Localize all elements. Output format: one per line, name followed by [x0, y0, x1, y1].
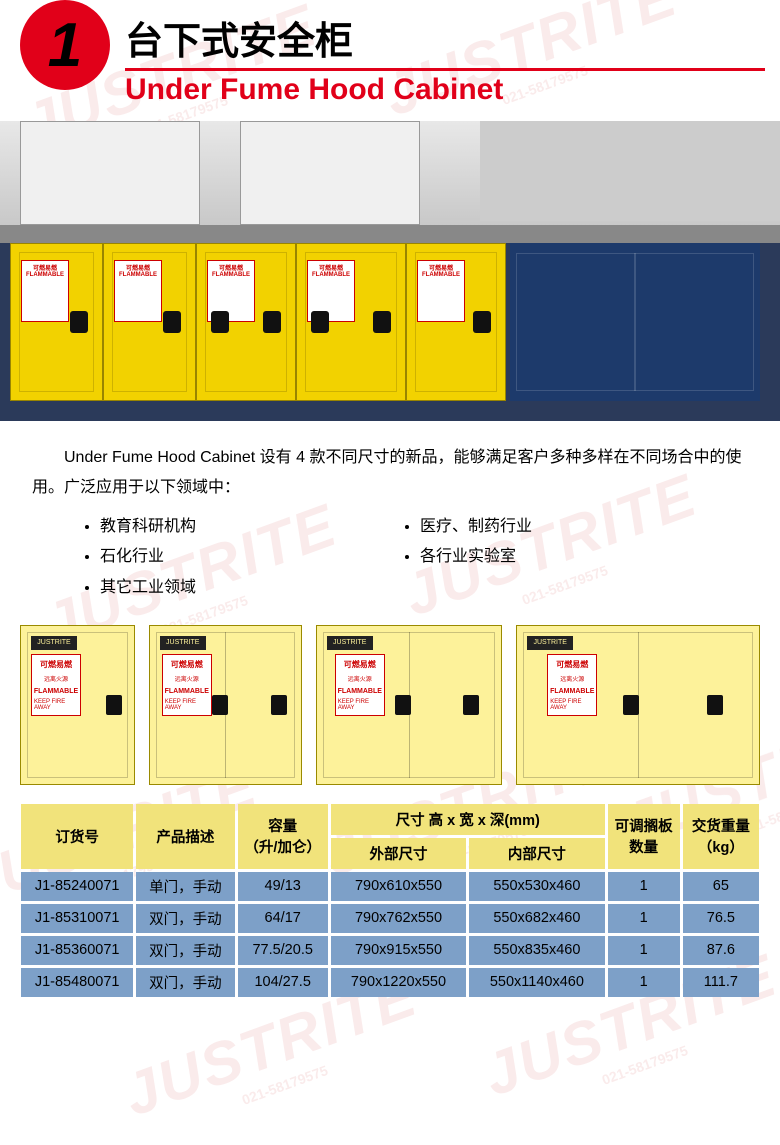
description-paragraph: Under Fume Hood Cabinet 设有 4 款不同尺寸的新品，能够…	[32, 443, 748, 504]
cabinet-drawing-3: JUSTRITE 可燃易燃 远离火源 FLAMMABLE KEEP FIRE A…	[316, 625, 502, 785]
cabinet-drawing-4: JUSTRITE 可燃易燃 远离火源 FLAMMABLE KEEP FIRE A…	[516, 625, 760, 785]
cell-shelf: 1	[608, 968, 680, 997]
th-dim-int: 内部尺寸	[469, 838, 604, 869]
spec-table: 订货号 产品描述 容量 （升/加仑） 尺寸 高 x 宽 x 深(mm) 可调搁板…	[18, 801, 762, 1000]
bullets-right: 医疗、制药行业 各行业实验室	[400, 512, 720, 603]
th-dim-ext: 外部尺寸	[331, 838, 466, 869]
cell-code: J1-85360071	[21, 936, 133, 965]
table-row: J1-85240071单门，手动49/13790x610x550550x530x…	[21, 872, 759, 901]
cell-int: 550x835x460	[469, 936, 604, 965]
th-code: 订货号	[21, 804, 133, 869]
title-chinese: 台下式安全柜	[125, 10, 780, 65]
cabinet-drawings-row: JUSTRITE 可燃易燃 远离火源 FLAMMABLE KEEP FIRE A…	[0, 617, 780, 797]
cell-code: J1-85310071	[21, 904, 133, 933]
cell-capacity: 49/13	[238, 872, 328, 901]
cell-capacity: 77.5/20.5	[238, 936, 328, 965]
bullet-item: 其它工业领域	[100, 573, 400, 603]
spec-table-body: J1-85240071单门，手动49/13790x610x550550x530x…	[21, 872, 759, 997]
cell-weight: 111.7	[683, 968, 759, 997]
section-number-badge: 1	[20, 0, 110, 90]
table-row: J1-85360071双门，手动77.5/20.5790x915x550550x…	[21, 936, 759, 965]
cell-shelf: 1	[608, 872, 680, 901]
bullet-item: 各行业实验室	[420, 542, 720, 572]
th-desc: 产品描述	[136, 804, 234, 869]
cell-code: J1-85240071	[21, 872, 133, 901]
cell-shelf: 1	[608, 904, 680, 933]
th-shelf: 可调搁板 数量	[608, 804, 680, 869]
cell-desc: 双门，手动	[136, 968, 234, 997]
bullets-left: 教育科研机构 石化行业 其它工业领域	[80, 512, 400, 603]
cabinet-drawing-1: JUSTRITE 可燃易燃 远离火源 FLAMMABLE KEEP FIRE A…	[20, 625, 135, 785]
cell-capacity: 64/17	[238, 904, 328, 933]
cell-int: 550x682x460	[469, 904, 604, 933]
cell-weight: 87.6	[683, 936, 759, 965]
divider-line	[125, 68, 765, 71]
cell-capacity: 104/27.5	[238, 968, 328, 997]
th-dim-group: 尺寸 高 x 宽 x 深(mm)	[331, 804, 605, 835]
cell-weight: 65	[683, 872, 759, 901]
cell-ext: 790x762x550	[331, 904, 466, 933]
cell-weight: 76.5	[683, 904, 759, 933]
cell-shelf: 1	[608, 936, 680, 965]
cell-desc: 单门，手动	[136, 872, 234, 901]
bullet-item: 医疗、制药行业	[420, 512, 720, 542]
table-row: J1-85310071双门，手动64/17790x762x550550x682x…	[21, 904, 759, 933]
description-text: Under Fume Hood Cabinet 设有 4 款不同尺寸的新品，能够…	[0, 421, 780, 512]
bullet-item: 石化行业	[100, 542, 400, 572]
product-photo: JUSTRITE可燃易燃FLAMMABLE JUSTRITE可燃易燃FLAMMA…	[0, 121, 780, 421]
bullet-item: 教育科研机构	[100, 512, 400, 542]
cell-code: J1-85480071	[21, 968, 133, 997]
cabinet-drawing-2: JUSTRITE 可燃易燃 远离火源 FLAMMABLE KEEP FIRE A…	[149, 625, 302, 785]
cell-int: 550x530x460	[469, 872, 604, 901]
cell-desc: 双门，手动	[136, 904, 234, 933]
th-capacity: 容量 （升/加仑）	[238, 804, 328, 869]
th-weight: 交货重量 （kg）	[683, 804, 759, 869]
application-bullets: 教育科研机构 石化行业 其它工业领域 医疗、制药行业 各行业实验室	[0, 512, 780, 617]
cell-desc: 双门，手动	[136, 936, 234, 965]
table-row: J1-85480071双门，手动104/27.5790x1220x550550x…	[21, 968, 759, 997]
cell-ext: 790x610x550	[331, 872, 466, 901]
page-header: 1 台下式安全柜 Under Fume Hood Cabinet	[0, 0, 780, 107]
cell-ext: 790x915x550	[331, 936, 466, 965]
title-english: Under Fume Hood Cabinet	[125, 73, 780, 107]
cell-ext: 790x1220x550	[331, 968, 466, 997]
cell-int: 550x1140x460	[469, 968, 604, 997]
blue-cabinet	[510, 243, 760, 401]
section-number: 1	[48, 10, 82, 81]
